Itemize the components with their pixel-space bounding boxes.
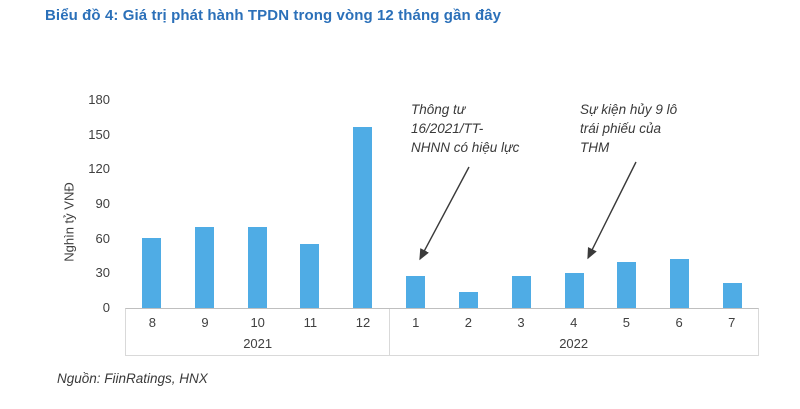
bar-month-8 (141, 238, 161, 308)
bar-slot (495, 100, 548, 308)
bar-slot (653, 100, 706, 308)
bar-slot (548, 100, 601, 308)
y-tick-label: 150 (88, 126, 110, 142)
y-tick-label: 180 (88, 92, 110, 107)
month-label: 6 (675, 315, 683, 330)
bar-month-1 (406, 276, 426, 308)
bar-month-11 (300, 244, 320, 308)
month-label: 12 (355, 315, 371, 330)
month-labels-row: 8 9 10 11 12 1 2 3 4 5 6 7 (126, 309, 758, 333)
bar-month-4 (564, 273, 584, 308)
bar-slot (600, 100, 653, 308)
month-label: 3 (517, 315, 525, 330)
month-label: 11 (303, 315, 318, 330)
y-tick-label: 30 (95, 265, 110, 281)
bar-slot (442, 100, 495, 308)
month-label: 2 (464, 315, 472, 330)
bar-slot (336, 100, 389, 308)
year-labels-row: 2021 2022 (126, 333, 758, 356)
annotation-circular-16-2021: Thông tư 16/2021/TT- NHNN có hiệu lực (411, 102, 520, 155)
month-label: 10 (250, 315, 265, 330)
year-group-divider (389, 309, 391, 355)
x-axis-label-box: 8 9 10 11 12 1 2 3 4 5 6 7 2021 2022 (125, 308, 759, 356)
bar-month-5 (617, 262, 637, 308)
bar-slot (231, 100, 284, 308)
month-label: 4 (570, 315, 578, 330)
annotation-thm-bond-cancellation: Sự kiện hủy 9 lô trái phiếu của THM (580, 102, 678, 155)
bar-slot (178, 100, 231, 308)
y-tick-label: 0 (102, 300, 110, 315)
month-label: 1 (412, 315, 420, 330)
bar-month-3 (511, 276, 531, 308)
month-label: 8 (148, 315, 156, 330)
bar-month-6 (670, 259, 690, 308)
y-tick-label: 90 (95, 196, 110, 211)
bar-month-9 (194, 227, 214, 308)
bar-month-2 (458, 292, 478, 308)
month-label: 5 (622, 315, 630, 330)
chart-title: Biểu đồ 4: Giá trị phát hành TPDN trong … (45, 7, 502, 24)
source-note: Nguồn: FiinRatings, HNX (57, 371, 208, 386)
bar-month-7 (723, 283, 743, 308)
bar-month-12 (353, 127, 373, 308)
bar-slot (283, 100, 336, 308)
bar-slot (706, 100, 759, 308)
bar-slot (125, 100, 178, 308)
y-tick-label: 120 (88, 161, 110, 177)
bar-month-10 (247, 227, 267, 308)
year-label-2022: 2022 (559, 336, 589, 351)
year-label-2021: 2021 (243, 336, 273, 351)
month-label: 7 (728, 315, 736, 330)
month-label: 9 (201, 315, 209, 330)
y-tick-label: 60 (95, 230, 110, 246)
bar-slot (389, 100, 442, 308)
plot-area (125, 100, 759, 308)
